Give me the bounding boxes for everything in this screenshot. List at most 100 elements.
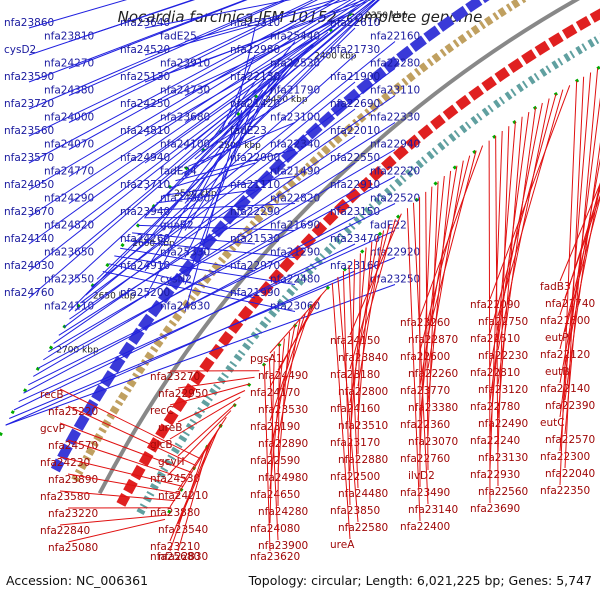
gene-leader-forward (5, 284, 396, 426)
gene-label-reverse: nfa24080 (250, 523, 300, 535)
gene-label-reverse: nfa22260 (408, 368, 458, 380)
gene-leader-forward (102, 270, 296, 312)
gene-leader-forward (144, 103, 250, 299)
gene-label-forward: nfa22220 (370, 166, 420, 178)
gene-leader-forward (144, 0, 348, 56)
gene-label-forward: nfa21530 (230, 233, 280, 245)
gene-leader-forward (144, 76, 278, 245)
gene-leader-forward (188, 122, 296, 167)
gene-leader-forward (120, 247, 256, 272)
gene-leader-reverse (263, 364, 271, 552)
gene-label-reverse: nfa24150 (330, 335, 380, 347)
gene-label-forward: nfa24380 (44, 85, 94, 97)
forward-feature-band (71, 0, 530, 483)
gene-leader-forward (181, 135, 256, 174)
gene-leader-reverse (564, 76, 585, 469)
gene-leader-reverse (67, 473, 180, 495)
gene-label-reverse: nfa23170 (330, 437, 380, 449)
gene-leader-reverse (349, 224, 390, 370)
gene-label-reverse: nfa22880 (338, 454, 388, 466)
gene-leader-forward (5, 270, 356, 426)
gene-label-forward: nfa22280 (370, 58, 420, 70)
gene-leader-reverse (559, 80, 578, 486)
gene-leader-reverse (269, 338, 285, 490)
gene-label-forward: nfa23720 (4, 98, 54, 110)
gene-label-reverse: nfa24280 (258, 506, 308, 518)
gene-leader-reverse (59, 514, 168, 526)
gene-label-reverse: nfa24570 (48, 440, 98, 452)
gene-label-forward: nfa23940 (120, 206, 170, 218)
gene-leader-reverse (348, 265, 359, 489)
gene-label-forward: nfa24030 (4, 260, 54, 272)
gene-label-forward: nfa21790 (270, 85, 320, 97)
gene-leader-reverse (177, 390, 246, 423)
kbp-label: 2600 kbp (132, 239, 175, 249)
gene-label-reverse: nfa22590 (250, 455, 300, 467)
gene-label-reverse: ureB (158, 422, 182, 434)
gene-label-reverse: nfa22750 (478, 316, 528, 328)
gene-leader-forward (43, 162, 356, 361)
gene-leader-reverse (489, 130, 503, 470)
map-title: Nocardia farcinica IFM 10152, complete g… (117, 8, 483, 26)
gene-leader-forward (28, 0, 128, 29)
gene-leader-forward (28, 203, 396, 386)
gene-label-reverse: nfa23770 (400, 385, 450, 397)
gene-leader-reverse (277, 344, 280, 507)
gene-leader-forward (144, 1, 366, 83)
gene-leader-forward (234, 27, 256, 118)
gene-leader-forward (184, 96, 257, 285)
gene-label-reverse: nfa25220 (48, 406, 98, 418)
gene-leader-reverse (427, 160, 464, 369)
accession-label: Accession: NC_006361 (6, 573, 149, 588)
gene-leader-reverse (169, 396, 241, 440)
gene-label-reverse: nfa23880 (150, 507, 200, 519)
gene-leader-forward (38, 176, 396, 369)
gene-label-forward: nfa23110 (370, 85, 420, 97)
gene-label-forward: nfa23150 (330, 206, 380, 218)
gene-label-reverse: nfa22040 (545, 468, 595, 480)
gene-label-reverse: nfa23900 (258, 540, 308, 552)
gene-label-forward: nfa25200 (120, 287, 170, 299)
gene-leader-forward (220, 54, 256, 132)
gene-leader-reverse (488, 140, 491, 504)
gene-label-reverse: eutP (545, 332, 569, 344)
gene-leader-forward (184, 70, 285, 231)
gene-label-forward: nfa22130 (230, 71, 280, 83)
gene-label-reverse: nfa23890 (48, 474, 98, 486)
gene-leader-reverse (169, 410, 232, 474)
gene-label-forward: nfa25130 (120, 71, 170, 83)
gene-label-reverse: nfa22360 (400, 419, 450, 431)
gene-label-reverse: nfa23130 (478, 452, 528, 464)
gene-leader-forward (201, 95, 296, 153)
gene-leader-reverse (177, 444, 210, 552)
gene-label-forward: nfa22010 (330, 125, 380, 137)
gene-leader-reverse (277, 319, 301, 439)
gene-leader-reverse (169, 383, 250, 406)
gene-label-reverse: nfa22800 (338, 386, 388, 398)
gene-label-reverse: nfa22490 (478, 418, 528, 430)
gene-label-reverse: nfa22840 (40, 525, 90, 537)
gene-leader-forward (184, 110, 243, 312)
gene-label-forward: nfa23910 (160, 58, 210, 70)
gene-leader-forward (144, 38, 321, 164)
gene-label-reverse: nfa23620 (250, 551, 300, 563)
gene-leader-reverse (67, 405, 196, 466)
gene-label-reverse: nfa22390 (545, 400, 595, 412)
gene-leader-reverse (497, 126, 510, 453)
gene-leader-reverse (331, 282, 351, 540)
gene-leader-forward (28, 0, 352, 191)
gene-label-reverse: fadB3 (540, 281, 571, 293)
gene-label-forward: nfa22290 (230, 206, 280, 218)
gene-leader-reverse (349, 236, 379, 404)
gene-label-forward: nfa22520 (370, 193, 420, 205)
gene-label-reverse: nfa25680 (150, 551, 200, 563)
gene-label-reverse: nfa22890 (258, 438, 308, 450)
gene-label-forward: nfa23470 (330, 233, 380, 245)
gene-leader-forward (28, 0, 363, 218)
gene-leader-forward (28, 0, 196, 56)
gene-label-forward: nfa23250 (370, 274, 420, 286)
gene-leader-reverse (427, 170, 452, 403)
gene-label-forward: nfa23640 (120, 17, 170, 29)
gene-leader-forward (108, 263, 256, 299)
gene-label-reverse: nfa22500 (330, 471, 380, 483)
